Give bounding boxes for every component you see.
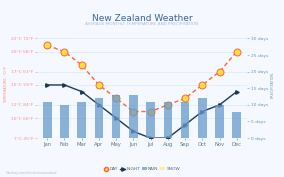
Bar: [43, 102, 52, 138]
Bar: [215, 105, 224, 138]
Bar: [60, 105, 69, 138]
Text: AVERAGE MONTHLY TEMPERATURE AND PRECIPITATION: AVERAGE MONTHLY TEMPERATURE AND PRECIPIT…: [85, 22, 199, 26]
Bar: [95, 98, 103, 138]
Bar: [232, 112, 241, 138]
Bar: [198, 98, 206, 138]
Bar: [164, 102, 172, 138]
Bar: [181, 102, 189, 138]
Text: hikerbay.com/climate/newzealand: hikerbay.com/climate/newzealand: [6, 171, 57, 175]
Title: New Zealand Weather: New Zealand Weather: [92, 14, 192, 23]
Y-axis label: PRECIPITATION: PRECIPITATION: [271, 72, 275, 98]
Bar: [78, 102, 86, 138]
Bar: [146, 102, 155, 138]
Bar: [112, 95, 120, 138]
Bar: [129, 95, 138, 138]
Legend: DAY, NIGHT, RAIN, SNOW: DAY, NIGHT, RAIN, SNOW: [102, 165, 182, 173]
Y-axis label: TEMPERATURE, °C/°F: TEMPERATURE, °C/°F: [4, 66, 8, 104]
